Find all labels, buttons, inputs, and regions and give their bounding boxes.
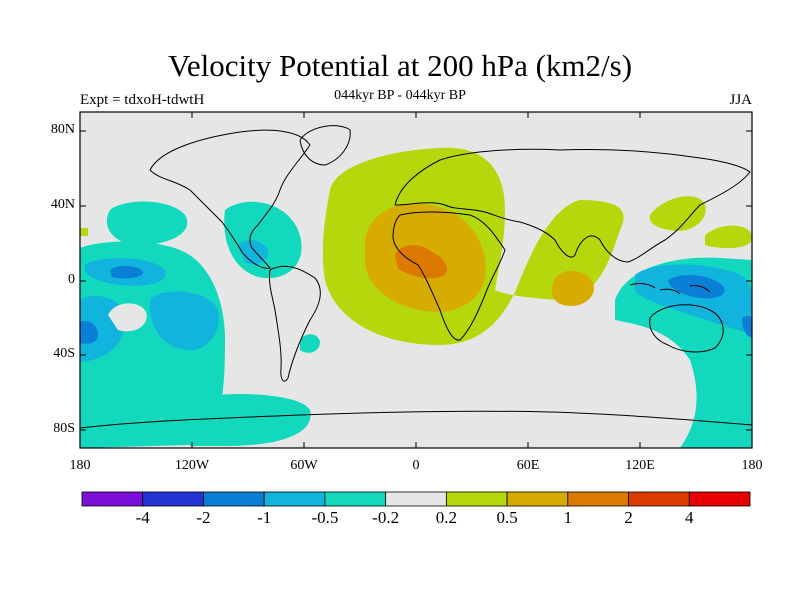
map-field — [80, 112, 752, 448]
colorbar-label: 0.2 — [435, 508, 457, 527]
colorbar-label: -0.5 — [311, 508, 339, 527]
colorbar-box — [688, 491, 751, 507]
contour-negative-1-west — [80, 320, 98, 344]
colorbar-box — [445, 491, 508, 507]
contour-negative-0.2-americas — [224, 201, 302, 279]
lat-label-80n: 80N — [50, 122, 75, 137]
colorbar-box — [385, 491, 447, 507]
contour-positive-0.5-indian — [552, 270, 594, 306]
contour-negative-0.5-wpac — [635, 264, 752, 335]
colorbar-box — [567, 491, 629, 507]
colorbar-label: 4 — [685, 508, 694, 527]
colorbar-box — [203, 491, 265, 507]
contour-positive-0.2-dateline — [80, 228, 88, 236]
contour-negative-0.2-npacific — [106, 201, 188, 245]
colorbar-label: 0.5 — [496, 508, 518, 527]
lon-label-180w: 180 — [69, 458, 91, 473]
coastlines — [80, 125, 752, 429]
contour-negative-1-wpac — [668, 275, 725, 299]
lat-label-80s: 80S — [53, 421, 75, 436]
lat-label-40n: 40N — [50, 197, 75, 212]
contour-negative-1-npac — [110, 266, 143, 279]
lon-label-120e: 120E — [625, 458, 655, 473]
lon-label-180e: 180 — [741, 458, 763, 473]
contour-negative-0.5-centam — [238, 240, 269, 265]
lat-label-0: 0 — [68, 272, 75, 287]
colorbar-label: 1 — [563, 508, 573, 527]
colorbar-label: -4 — [135, 508, 150, 527]
lon-label-60w: 60W — [290, 458, 318, 473]
contour-negative-0.5-pacific — [149, 291, 219, 351]
colorbar — [81, 491, 751, 507]
colorbar-label: 2 — [624, 508, 633, 527]
colorbar-box — [628, 491, 690, 507]
colorbar-box — [506, 491, 569, 507]
contour-negative-1-edge — [742, 315, 752, 338]
contour-positive-0.2-pacific — [705, 225, 752, 249]
colorbar-box — [142, 491, 204, 507]
lat-label-40s: 40S — [53, 346, 75, 361]
lon-label-0: 0 — [412, 458, 420, 473]
contour-positive-0.2-east — [649, 196, 706, 231]
contour-positive-1 — [395, 245, 448, 279]
experiment-label: Expt = tdxoH-tdwtH — [80, 92, 205, 108]
colorbar-box — [263, 491, 326, 507]
contour-negative-0.2-south — [190, 394, 311, 446]
map-title: Velocity Potential at 200 hPa (km2/s) — [167, 48, 633, 83]
colorbar-box — [81, 491, 144, 507]
season-label: JJA — [729, 92, 752, 108]
lon-label-120w: 120W — [174, 458, 210, 473]
map-subtitle: 044kyr BP - 044kyr BP — [334, 88, 466, 103]
colorbar-label: -2 — [196, 508, 211, 527]
colorbar-label: -0.2 — [372, 508, 400, 527]
contour-negative-0.2-samerica — [300, 334, 320, 353]
colorbar-label: -1 — [257, 508, 272, 527]
tick-marks — [80, 112, 752, 448]
contour-neutral-hole — [108, 303, 147, 332]
colorbar-box — [324, 491, 387, 507]
lon-label-60e: 60E — [516, 458, 540, 473]
